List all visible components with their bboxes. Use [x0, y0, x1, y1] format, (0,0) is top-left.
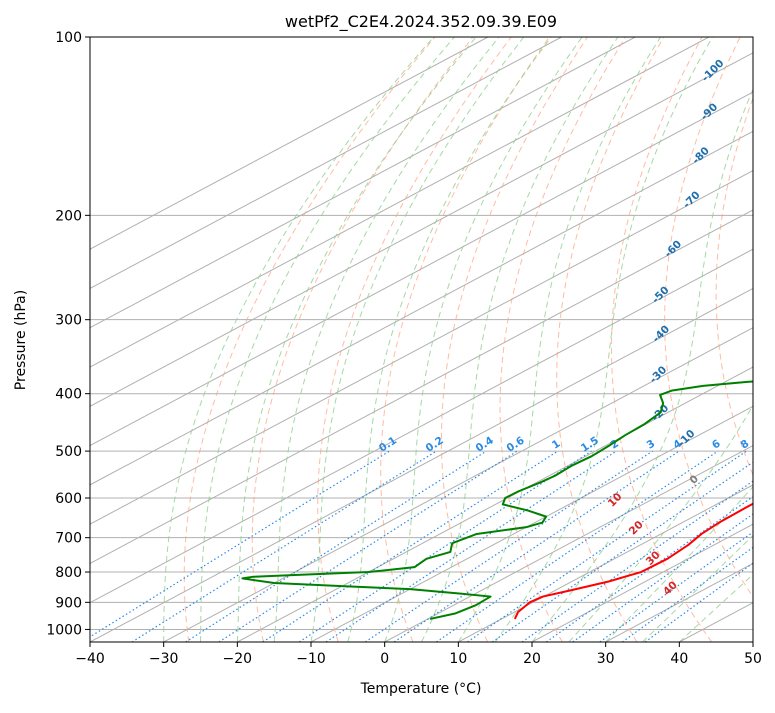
x-axis-title: Temperature (°C): [360, 681, 482, 697]
x-tick-label: 50: [744, 651, 762, 667]
y-axis-title: Pressure (hPa): [13, 290, 29, 390]
chart-title: wetPf2_C2E4.2024.352.09.39.E09: [285, 12, 557, 32]
y-tick-label: 800: [55, 565, 82, 581]
x-tick-label: −20: [223, 651, 253, 667]
x-tick-label: 30: [597, 651, 615, 667]
y-tick-label: 200: [55, 208, 82, 224]
y-tick-label: 100: [55, 30, 82, 46]
x-tick-label: 0: [380, 651, 389, 667]
x-tick-label: −40: [75, 651, 105, 667]
y-tick-label: 900: [55, 595, 82, 611]
x-tick-label: −10: [296, 651, 326, 667]
x-tick-label: 20: [523, 651, 541, 667]
y-tick-label: 500: [55, 444, 82, 460]
y-tick-label: 300: [55, 313, 82, 329]
y-tick-label: 400: [55, 387, 82, 403]
x-tick-label: 40: [670, 651, 688, 667]
y-tick-label: 1000: [46, 622, 82, 638]
x-tick-label: −30: [149, 651, 179, 667]
x-tick-label: 10: [449, 651, 467, 667]
y-tick-label: 600: [55, 491, 82, 507]
y-tick-label: 700: [55, 531, 82, 547]
